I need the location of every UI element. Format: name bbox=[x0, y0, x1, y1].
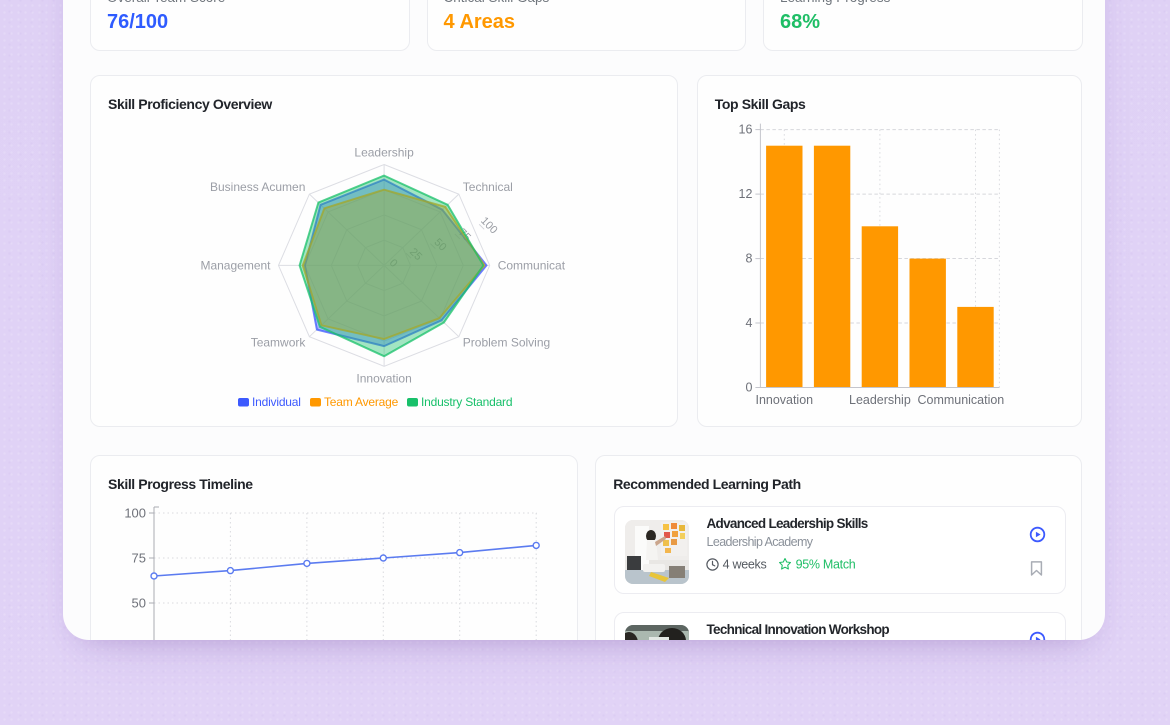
svg-text:50: 50 bbox=[132, 596, 146, 611]
svg-text:Team Average: Team Average bbox=[324, 395, 399, 409]
svg-text:Communicat: Communicat bbox=[498, 258, 566, 272]
svg-text:Technical: Technical bbox=[463, 180, 513, 194]
svg-text:100: 100 bbox=[478, 215, 499, 236]
svg-text:Teamwork: Teamwork bbox=[251, 336, 307, 350]
svg-text:Communication: Communication bbox=[917, 393, 1004, 407]
svg-text:12: 12 bbox=[738, 187, 752, 201]
svg-text:Individual: Individual bbox=[252, 395, 301, 409]
svg-text:Problem Solving: Problem Solving bbox=[463, 336, 550, 350]
svg-text:Industry Standard: Industry Standard bbox=[421, 395, 512, 409]
svg-text:Innovation: Innovation bbox=[755, 393, 813, 407]
svg-text:Leadership: Leadership bbox=[354, 146, 414, 160]
svg-text:16: 16 bbox=[738, 123, 752, 137]
svg-text:Leadership: Leadership bbox=[849, 393, 911, 407]
svg-text:Business Acumen: Business Acumen bbox=[210, 180, 305, 194]
svg-text:4: 4 bbox=[745, 316, 752, 330]
svg-text:75: 75 bbox=[132, 551, 146, 566]
svg-text:Innovation: Innovation bbox=[356, 371, 411, 385]
svg-text:0: 0 bbox=[745, 380, 752, 394]
svg-text:100: 100 bbox=[124, 506, 146, 521]
svg-text:8: 8 bbox=[745, 252, 752, 266]
svg-text:Management: Management bbox=[200, 258, 271, 272]
